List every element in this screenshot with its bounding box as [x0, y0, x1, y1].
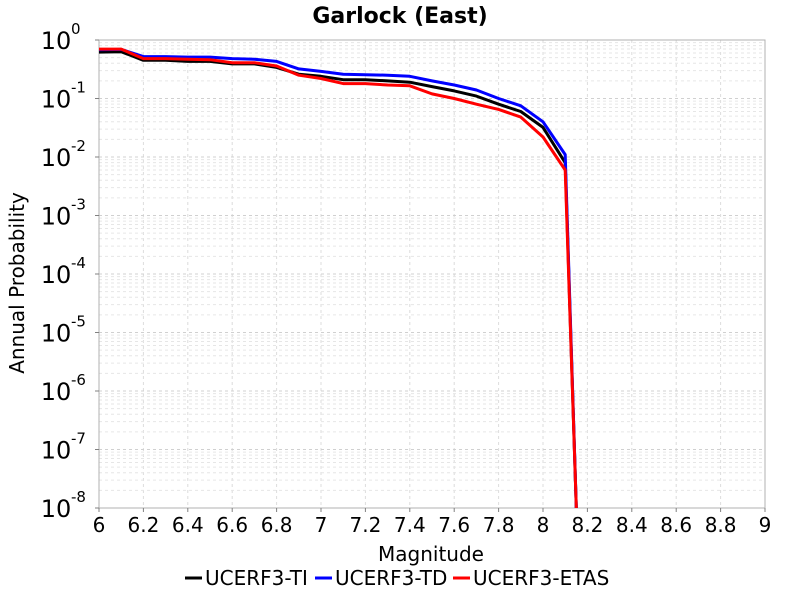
y-tick-exponent: 0 — [71, 20, 81, 38]
y-tick-label: 10 -5 — [41, 313, 86, 348]
x-tick-label: 9 — [759, 513, 772, 537]
y-tick-base: 10 — [41, 203, 72, 231]
y-tick-label: 10 -8 — [41, 488, 86, 523]
y-tick-base: 10 — [41, 27, 72, 55]
y-tick-label: 10 0 — [41, 20, 81, 55]
y-tick-base: 10 — [41, 378, 72, 406]
y-tick-label: 10 -1 — [41, 79, 86, 114]
x-tick-label: 8.8 — [705, 513, 737, 537]
legend: UCERF3-TI UCERF3-TD UCERF3-ETAS — [185, 566, 609, 590]
x-tick-label: 6.2 — [127, 513, 159, 537]
y-tick-label: 10 -6 — [41, 371, 86, 406]
x-tick-label: 7.8 — [483, 513, 515, 537]
y-tick-label: 10 -7 — [41, 430, 86, 465]
x-tick-label: 6.8 — [261, 513, 293, 537]
y-tick-base: 10 — [41, 320, 72, 348]
chart-title: Garlock (East) — [312, 4, 487, 29]
x-tick-label: 8.4 — [616, 513, 648, 537]
y-tick-exponent: -7 — [71, 430, 86, 448]
y-tick-exponent: -4 — [71, 254, 86, 272]
legend-item: UCERF3-TI — [185, 566, 308, 590]
y-tick-base: 10 — [41, 437, 72, 465]
series-line-ucerf3-ti — [99, 50, 578, 509]
series-line-ucerf3-td — [99, 47, 578, 509]
y-tick-exponent: -2 — [71, 137, 86, 155]
series-group — [99, 47, 578, 509]
y-axis-label: Annual Probability — [5, 192, 29, 374]
y-tick-exponent: -1 — [71, 79, 86, 97]
y-tick-base: 10 — [41, 86, 72, 114]
legend-item: UCERF3-TD — [315, 566, 447, 590]
y-tick-base: 10 — [41, 261, 72, 289]
y-tick-label: 10 -2 — [41, 137, 86, 172]
legend-item: UCERF3-ETAS — [453, 566, 609, 590]
x-axis-ticks: 6 6.2 6.4 6.6 6.8 7 7.2 7.4 7.6 7.8 8 8.2 8.4 8.6 8.8 9 — [93, 508, 772, 537]
legend-label: UCERF3-TD — [335, 566, 447, 590]
x-axis-label: Magnitude — [378, 542, 484, 566]
x-tick-label: 6.6 — [216, 513, 248, 537]
series-line-ucerf3-etas — [99, 47, 578, 509]
legend-label: UCERF3-TI — [205, 566, 308, 590]
x-tick-label: 6.4 — [172, 513, 204, 537]
x-tick-label: 8.6 — [660, 513, 692, 537]
y-tick-label: 10 -3 — [41, 196, 86, 231]
y-tick-base: 10 — [41, 144, 72, 172]
x-tick-label: 8.2 — [571, 513, 603, 537]
grid-lines — [98, 40, 766, 509]
legend-label: UCERF3-ETAS — [473, 566, 609, 590]
x-tick-label: 8 — [537, 513, 550, 537]
y-tick-exponent: -8 — [71, 488, 86, 506]
y-tick-exponent: -3 — [71, 196, 86, 214]
x-tick-label: 7.6 — [438, 513, 470, 537]
series-lines — [99, 47, 578, 509]
y-tick-base: 10 — [41, 495, 72, 523]
y-tick-exponent: -6 — [71, 371, 86, 389]
x-tick-label: 6 — [93, 513, 106, 537]
x-tick-label: 7 — [315, 513, 328, 537]
x-tick-label: 7.4 — [394, 513, 426, 537]
y-tick-label: 10 -4 — [41, 254, 86, 289]
y-tick-exponent: -5 — [71, 313, 86, 331]
x-tick-label: 7.2 — [349, 513, 381, 537]
